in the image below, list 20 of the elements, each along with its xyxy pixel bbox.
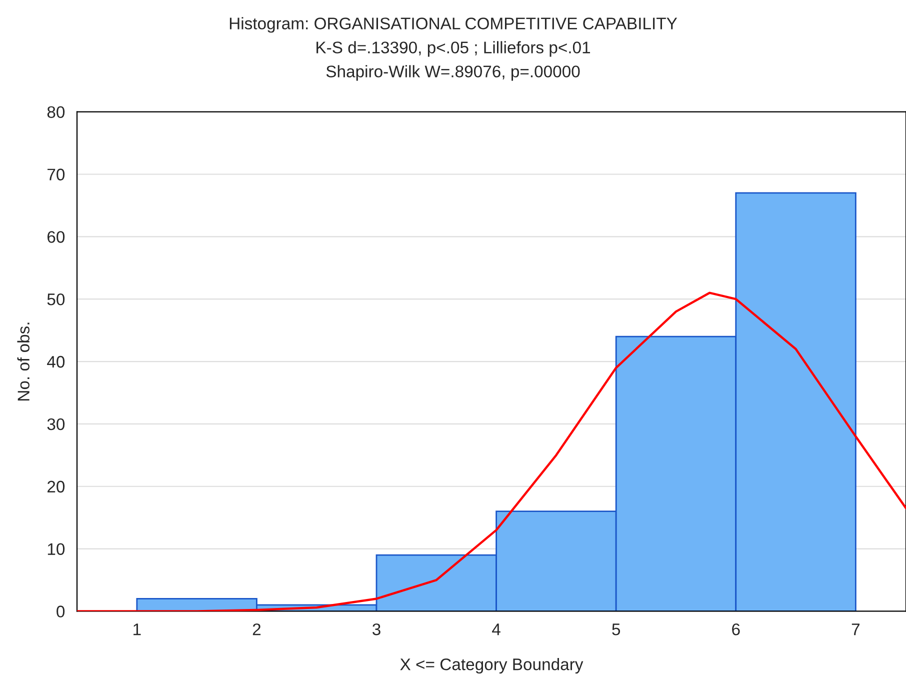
x-tick-label: 4 <box>492 624 500 636</box>
x-tick-label: 2 <box>252 623 261 636</box>
chart-subtitle: K-S d=.13390, p<.05 ; Lilliefors p<.01 Shapiro-Wilk W=.89076, p=.00000 <box>316 41 590 81</box>
x-tick-label: 7 <box>852 624 860 636</box>
chart-title: Histogram: ORGANISATIONAL COMPETITIVE CAPABILITY <box>230 17 678 33</box>
y-tick-label: 30 <box>47 418 65 430</box>
y-tick-label: 60 <box>48 231 65 243</box>
y-tick-label: 80 <box>47 106 65 118</box>
y-tick-label: 20 <box>48 480 65 493</box>
y-tick-label: 70 <box>48 168 65 180</box>
x-tick-label: 5 <box>612 624 620 636</box>
y-tick-label: 40 <box>47 356 65 368</box>
x-tick-label: 3 <box>372 623 380 636</box>
y-tick-label: 0 <box>56 606 65 618</box>
x-axis-title: X <= Category Boundary <box>400 658 584 674</box>
y-axis-title: No. of obs. <box>17 322 30 400</box>
x-tick-label: 1 <box>134 624 141 636</box>
x-tick-label: 6 <box>732 623 740 636</box>
y-tick-label: 50 <box>47 293 65 306</box>
y-tick-label: 10 <box>48 543 65 556</box>
